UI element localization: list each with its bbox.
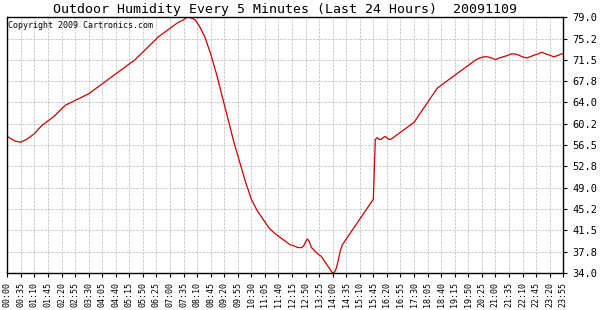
Title: Outdoor Humidity Every 5 Minutes (Last 24 Hours)  20091109: Outdoor Humidity Every 5 Minutes (Last 2… [53,3,517,16]
Text: Copyright 2009 Cartronics.com: Copyright 2009 Cartronics.com [8,21,154,30]
